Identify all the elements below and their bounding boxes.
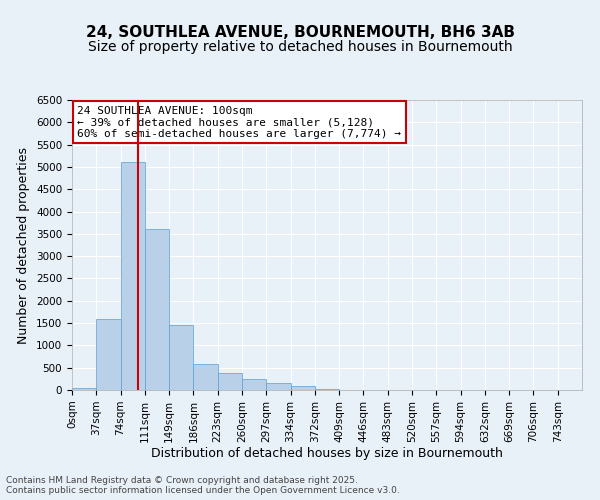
Bar (145, 230, 169, 390)
Text: Contains HM Land Registry data © Crown copyright and database right 2025.
Contai: Contains HM Land Registry data © Crown c… (6, 476, 400, 495)
Bar (72, 388, 96, 390)
Bar (96, 318, 121, 390)
Bar (193, 364, 218, 390)
Text: Size of property relative to detached houses in Bournemouth: Size of property relative to detached ho… (88, 40, 512, 54)
Bar (121, 162, 145, 390)
Bar (266, 383, 290, 390)
Bar (315, 388, 339, 390)
Y-axis label: Number of detached properties: Number of detached properties (17, 146, 31, 344)
X-axis label: Distribution of detached houses by size in Bournemouth: Distribution of detached houses by size … (151, 448, 503, 460)
Bar (242, 380, 266, 390)
Bar (218, 374, 242, 390)
Bar (290, 386, 315, 390)
Text: 24, SOUTHLEA AVENUE, BOURNEMOUTH, BH6 3AB: 24, SOUTHLEA AVENUE, BOURNEMOUTH, BH6 3A… (86, 25, 515, 40)
Bar (169, 326, 193, 390)
Text: 24 SOUTHLEA AVENUE: 100sqm
← 39% of detached houses are smaller (5,128)
60% of s: 24 SOUTHLEA AVENUE: 100sqm ← 39% of deta… (77, 106, 401, 139)
